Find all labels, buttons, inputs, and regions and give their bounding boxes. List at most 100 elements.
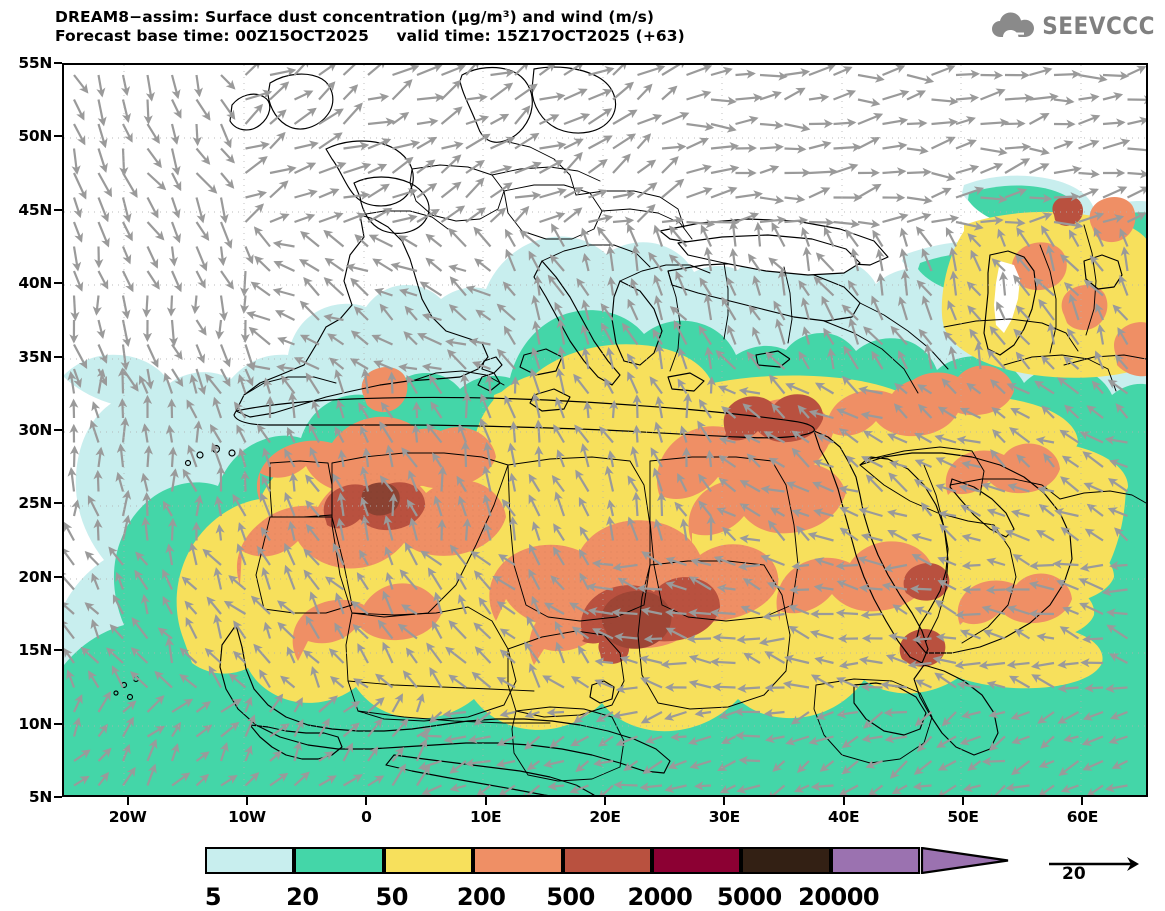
- lat-tick-mark: [54, 649, 62, 651]
- wind-arrow: [813, 786, 834, 788]
- wind-arrow: [689, 639, 711, 640]
- colorbar-band: [563, 847, 652, 874]
- lat-tick-label: 50N: [4, 127, 52, 145]
- map-plot: [62, 63, 1148, 797]
- wind-arrow: [539, 448, 540, 467]
- wind-arrow: [957, 614, 981, 615]
- title-line-1: DREAM8−assim: Surface dust concentration…: [55, 8, 685, 27]
- lon-tick-label: 20W: [98, 808, 158, 826]
- wind-arrow: [1054, 196, 1078, 197]
- wind-arrow: [834, 123, 855, 125]
- wind-arrow: [791, 590, 809, 591]
- wind-arrow: [1054, 74, 1079, 75]
- wind-arrow: [637, 396, 638, 418]
- wind-arrow: [417, 404, 418, 419]
- colorbar-max-arrow: [920, 847, 1010, 874]
- wind-arrow: [838, 565, 859, 566]
- title-line-2: Forecast base time: 00Z15OCT2025 valid t…: [55, 27, 685, 46]
- lat-tick-label: 20N: [4, 568, 52, 586]
- lat-tick-mark: [54, 796, 62, 798]
- wind-arrow: [172, 449, 173, 467]
- wind-arrow: [442, 468, 443, 492]
- lon-tick-label: 60E: [1052, 808, 1112, 826]
- lat-tick-mark: [54, 429, 62, 431]
- wind-arrow: [245, 472, 246, 491]
- wind-arrow: [886, 712, 908, 713]
- wind-arrow: [715, 637, 736, 638]
- wind-arrow: [393, 495, 394, 516]
- wind-arrow: [714, 687, 735, 688]
- lat-tick-mark: [54, 135, 62, 137]
- wind-arrow: [74, 296, 75, 320]
- colorbar-band: [831, 847, 920, 874]
- colorbar-band: [294, 847, 383, 874]
- lon-tick-mark: [246, 797, 248, 805]
- wind-arrow: [912, 589, 931, 590]
- wind-arrow: [1084, 639, 1103, 640]
- wind-arrow: [914, 639, 931, 640]
- wind-arrow: [696, 786, 711, 787]
- wind-arrow: [197, 124, 198, 144]
- plot-frame: [62, 63, 1148, 797]
- wind-arrow: [661, 494, 662, 516]
- lat-tick-mark: [54, 723, 62, 725]
- wind-arrow: [550, 786, 565, 787]
- cloud-icon: [991, 11, 1035, 41]
- wind-arrow: [907, 172, 930, 173]
- lon-tick-mark: [365, 797, 367, 805]
- lon-tick-label: 20E: [575, 808, 635, 826]
- lat-tick-mark: [54, 576, 62, 578]
- wind-arrow: [636, 494, 638, 516]
- lon-tick-label: 10W: [217, 808, 277, 826]
- lat-tick-label: 40N: [4, 274, 52, 292]
- wind-arrow: [171, 296, 172, 315]
- wind-arrow: [687, 395, 689, 418]
- wind-arrow: [1086, 688, 1103, 689]
- lat-tick-label: 10N: [4, 715, 52, 733]
- wind-arrow: [984, 761, 1005, 762]
- lat-tick-mark: [54, 502, 62, 504]
- wind-arrow: [148, 447, 149, 467]
- wind-arrow: [1107, 688, 1127, 690]
- lat-tick-mark: [54, 356, 62, 358]
- wind-arrow: [74, 447, 75, 467]
- colorbar-band: [473, 847, 562, 874]
- lon-tick-mark: [485, 797, 487, 805]
- wind-arrow: [907, 123, 926, 124]
- wind-arrow: [736, 74, 754, 76]
- wind-arrow: [147, 494, 148, 516]
- wind-arrow: [122, 369, 123, 393]
- lon-tick-mark: [1081, 797, 1083, 805]
- wind-arrow: [616, 785, 638, 786]
- wind-arrow: [442, 521, 443, 541]
- lat-tick-label: 25N: [4, 494, 52, 512]
- wind-arrow: [1060, 688, 1079, 690]
- wind-arrow: [639, 588, 662, 589]
- wind-arrow: [739, 688, 760, 689]
- colorbar-band: [384, 847, 473, 874]
- wind-arrow: [809, 222, 832, 223]
- wind-arrow: [737, 735, 760, 736]
- wind-arrow: [785, 149, 805, 150]
- wind-arrow: [549, 712, 564, 713]
- wind-arrow: [244, 271, 245, 295]
- wind-arrow: [148, 100, 149, 123]
- wind-arrow: [964, 565, 981, 566]
- lat-tick-label: 35N: [4, 348, 52, 366]
- lon-tick-label: 30E: [694, 808, 754, 826]
- lon-tick-label: 40E: [814, 808, 874, 826]
- lon-tick-mark: [723, 797, 725, 805]
- wind-arrow: [465, 443, 466, 467]
- lon-tick-mark: [127, 797, 129, 805]
- lon-tick-label: 0: [336, 808, 396, 826]
- colorbar-band: [741, 847, 830, 874]
- wind-arrow: [809, 172, 836, 174]
- wind-arrow: [1031, 565, 1054, 566]
- wind-arrow: [422, 736, 441, 737]
- lat-tick-label: 45N: [4, 201, 52, 219]
- wind-arrow: [1005, 222, 1024, 223]
- wind-arrow: [98, 521, 99, 541]
- header: DREAM8−assim: Surface dust concentration…: [0, 0, 1165, 58]
- wind-arrow: [1103, 75, 1127, 76]
- lon-tick-label: 50E: [933, 808, 993, 826]
